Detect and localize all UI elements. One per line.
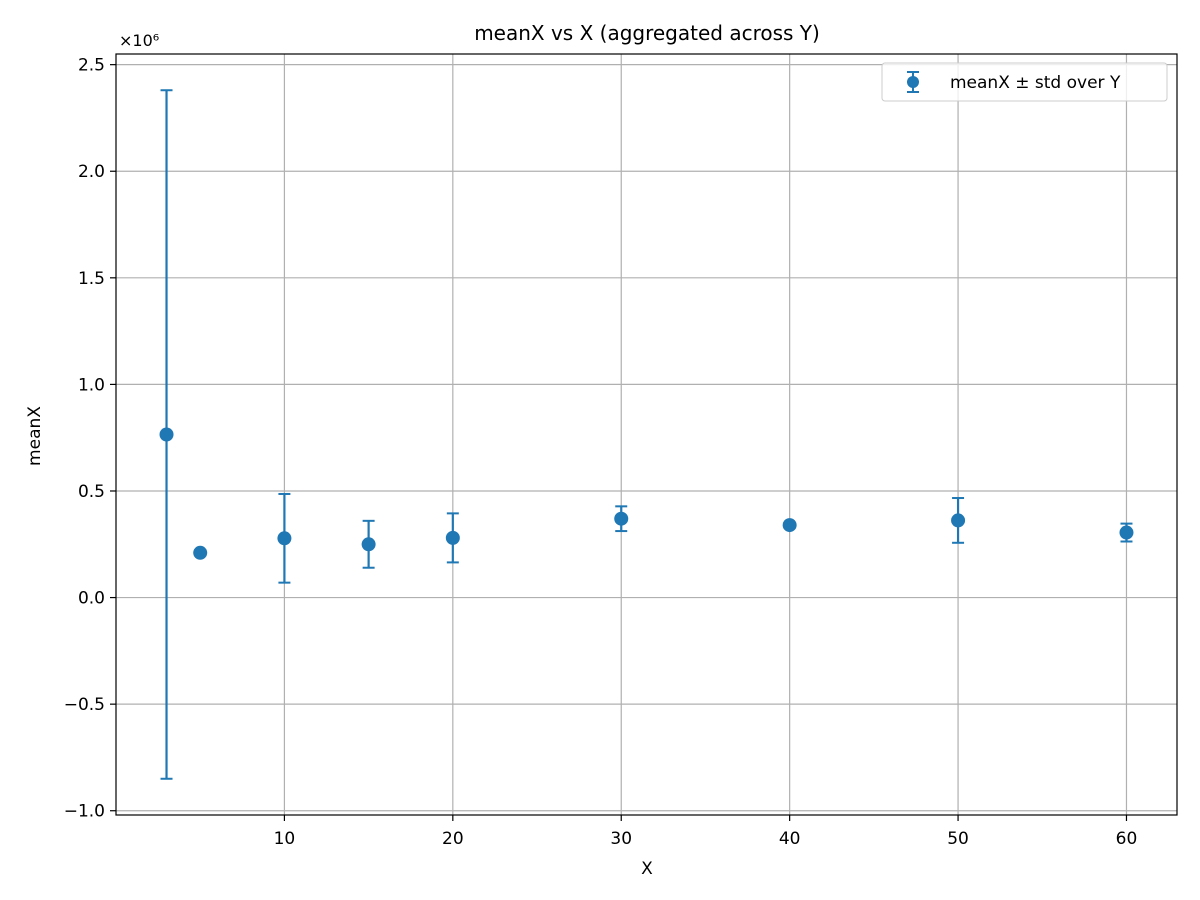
- legend-marker-icon: [907, 76, 919, 88]
- y-tick-label: 1.5: [78, 269, 105, 289]
- data-point: [361, 537, 376, 552]
- grid-lines: [116, 54, 1177, 815]
- x-tick-label: 20: [442, 829, 464, 849]
- y-tick-label: 0.5: [78, 482, 105, 502]
- y-tick-label: 2.5: [78, 56, 105, 76]
- chart-title: meanX vs X (aggregated across Y): [474, 21, 820, 45]
- y-tick-label: 2.0: [78, 162, 105, 182]
- plot-frame: [115, 53, 1178, 816]
- y-tick-label: −1.0: [64, 802, 105, 822]
- x-tick-label: 60: [1116, 829, 1138, 849]
- x-tick-label: 30: [610, 829, 632, 849]
- data-point: [782, 518, 797, 533]
- y-tick-label: 0.0: [78, 589, 105, 609]
- y-tick-label: 1.0: [78, 375, 105, 395]
- y-axis-ticks: −1.0 −0.5 0.0 0.5 1.0 1.5 2.0 2.5: [64, 56, 116, 822]
- data-point: [951, 513, 966, 528]
- data-point: [193, 545, 208, 560]
- y-scale-multiplier: ×10⁶: [119, 31, 159, 50]
- data-point: [277, 531, 292, 546]
- data-point: [614, 511, 629, 526]
- x-axis-label: X: [641, 859, 653, 879]
- legend-box: [881, 62, 1168, 102]
- error-bars: [160, 89, 1133, 780]
- y-tick-label: −0.5: [64, 695, 105, 715]
- legend-label: meanX ± std over Y: [950, 73, 1121, 93]
- data-points: [159, 427, 1134, 560]
- legend: meanX ± std over Y: [881, 62, 1168, 102]
- x-tick-label: 10: [274, 829, 296, 849]
- x-axis-ticks: 10 20 30 40 50 60: [274, 815, 1138, 849]
- y-axis-label: meanX: [25, 406, 45, 466]
- data-point: [445, 530, 460, 545]
- data-point: [1119, 525, 1134, 540]
- data-point: [159, 427, 174, 442]
- x-tick-label: 40: [779, 829, 801, 849]
- x-tick-label: 50: [947, 829, 969, 849]
